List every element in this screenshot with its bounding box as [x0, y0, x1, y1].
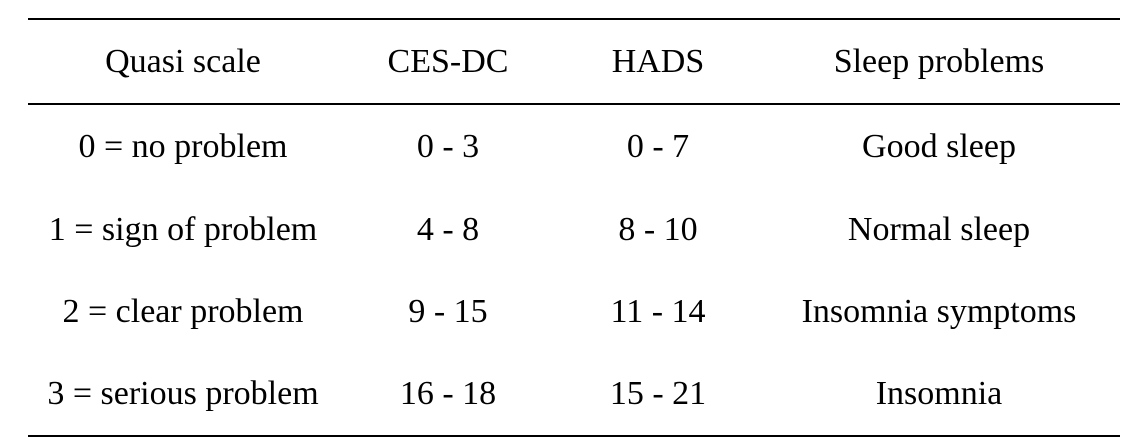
top-rule [28, 18, 1120, 20]
header-quasi-scale: Quasi scale [105, 42, 261, 80]
cell-hads: 11 - 14 [610, 293, 706, 330]
cell-ces-dc: 4 - 8 [416, 211, 480, 248]
bottom-rule [28, 435, 1120, 437]
cell-ces-dc: 16 - 18 [399, 375, 497, 412]
cell-sleep-problems: Insomnia symptoms [801, 293, 1077, 330]
table-row: 2 = clear problem 9 - 15 11 - 14 Insomni… [28, 271, 1120, 353]
cell-sleep-problems: Insomnia [875, 375, 1003, 412]
data-table: Quasi scale CES-DC HADS Sleep problems 0… [28, 18, 1120, 437]
cell-quasi-scale: 0 = no problem [78, 128, 288, 165]
cell-sleep-problems: Normal sleep [847, 211, 1031, 248]
cell-quasi-scale: 1 = sign of problem [48, 211, 318, 248]
table-header-row: Quasi scale CES-DC HADS Sleep problems [28, 20, 1120, 103]
cell-hads: 15 - 21 [609, 375, 707, 412]
header-hads: HADS [611, 42, 705, 80]
header-ces-dc: CES-DC [387, 42, 509, 80]
cell-hads: 8 - 10 [618, 211, 698, 248]
table-row: 3 = serious problem 16 - 18 15 - 21 Inso… [28, 353, 1120, 435]
header-sleep-problems: Sleep problems [833, 42, 1045, 80]
cell-sleep-problems: Good sleep [862, 128, 1016, 165]
table-row: 1 = sign of problem 4 - 8 8 - 10 Normal … [28, 189, 1120, 271]
header-rule [28, 103, 1120, 105]
cell-quasi-scale: 2 = clear problem [62, 293, 304, 330]
cell-hads: 0 - 7 [626, 128, 690, 165]
table-row: 0 = no problem 0 - 3 0 - 7 Good sleep [28, 105, 1120, 189]
cell-ces-dc: 0 - 3 [416, 128, 480, 165]
cell-quasi-scale: 3 = serious problem [47, 375, 319, 412]
cell-ces-dc: 9 - 15 [408, 293, 488, 330]
